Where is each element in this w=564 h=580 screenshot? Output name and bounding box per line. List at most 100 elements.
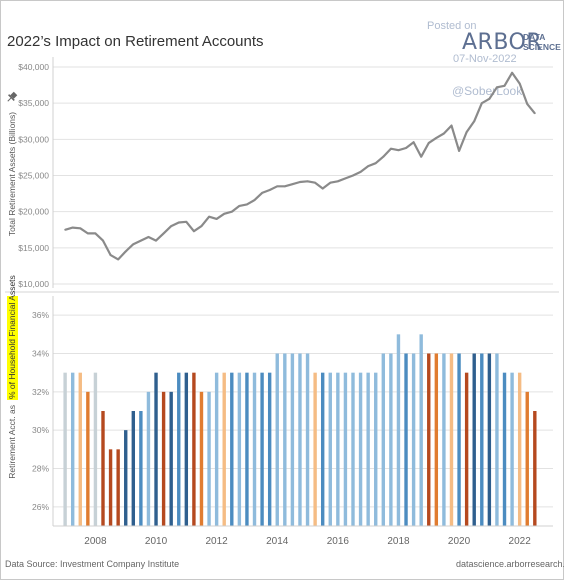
bar [237, 372, 242, 526]
line-data-point [367, 165, 370, 167]
line-data-point [511, 71, 513, 74]
bar [320, 372, 325, 526]
bar [101, 411, 105, 526]
bar [374, 372, 378, 526]
bar [396, 334, 401, 526]
line-y-tick-label: $30,000 [18, 134, 49, 144]
line-data-point [117, 258, 120, 261]
line-data-point [306, 180, 309, 183]
bar [139, 411, 143, 526]
bar [192, 372, 196, 526]
line-data-point [109, 254, 112, 256]
line-data-point [261, 191, 263, 194]
line-data-point [420, 155, 423, 158]
bar [389, 353, 393, 526]
data-source-note: Data Source: Investment Company Institut… [5, 559, 180, 569]
line-data-point [132, 243, 135, 246]
bar [245, 372, 249, 526]
bar-x-tick-label: 2018 [387, 536, 410, 547]
bar [472, 353, 476, 526]
pushpin-icon [7, 91, 18, 102]
bar [146, 391, 151, 526]
line-data-point [268, 189, 271, 191]
line-data-point [276, 185, 279, 188]
bar-y-tick-label: 26% [32, 502, 49, 512]
bar-chart-y-ticks: 26% 28% 30% 32% 34% 36% [32, 310, 49, 512]
bar [70, 372, 75, 526]
line-data-point [480, 102, 483, 105]
bar [267, 372, 272, 526]
bar [328, 372, 332, 526]
ylabel-plain-text: Retirement Acct. as [7, 405, 17, 479]
line-chart-y-label: Total Retirement Assets (Billions) [7, 112, 17, 236]
bar-chart-gridlines [53, 314, 553, 508]
line-data-point [473, 120, 476, 123]
bar-x-tick-label: 2022 [509, 536, 532, 547]
ylabel-highlight-box [7, 296, 18, 400]
bar [313, 372, 317, 526]
bar [411, 353, 416, 526]
line-data-point [253, 199, 256, 201]
bar [124, 430, 128, 526]
bar [358, 372, 363, 526]
line-y-tick-label: $10,000 [18, 279, 49, 289]
bar [495, 353, 499, 526]
line-data-point [147, 236, 150, 238]
bar-y-tick-label: 30% [32, 425, 49, 435]
bar-chart-y-label: Retirement Acct. as % of Household Finan… [7, 275, 18, 479]
bar-y-tick-label: 28% [32, 464, 49, 474]
bar [177, 372, 181, 526]
line-data-point [329, 181, 332, 184]
line-data-point [283, 185, 286, 188]
logo-science-text: SCIENCE [523, 42, 561, 52]
bar [116, 449, 120, 526]
line-data-point [382, 155, 385, 158]
bar [169, 391, 173, 526]
line-y-tick-label: $40,000 [18, 62, 49, 72]
bar [442, 353, 446, 526]
bar [63, 372, 67, 526]
line-data-point [185, 220, 188, 223]
bar [199, 391, 204, 526]
line-data-point [427, 142, 430, 144]
line-data-point [450, 124, 453, 127]
bar [260, 372, 264, 526]
line-y-tick-label: $25,000 [18, 171, 49, 181]
line-data-point [435, 136, 438, 139]
line-data-point [389, 147, 392, 150]
line-data-point [518, 82, 521, 85]
line-data-point [162, 232, 165, 235]
line-data-point [177, 221, 180, 224]
bar [427, 353, 431, 526]
bar [252, 372, 257, 526]
line-data-point [238, 204, 241, 207]
line-data-point [200, 225, 203, 228]
watermark-handle: @SoberLook [452, 84, 523, 98]
line-data-point [314, 181, 317, 184]
bar [154, 372, 158, 526]
bar [434, 353, 439, 526]
bar [404, 353, 408, 526]
bar [457, 353, 461, 526]
line-data-point [496, 86, 498, 89]
line-data-point [215, 218, 218, 220]
watermark-posted: Posted on [427, 20, 477, 32]
bar [298, 353, 302, 526]
line-data-point [465, 131, 468, 134]
line-data-point [223, 212, 226, 215]
line-data-point [102, 239, 104, 242]
bar [525, 391, 529, 526]
bar [449, 353, 454, 526]
bar [487, 353, 492, 526]
bar [86, 391, 90, 526]
line-data-point [412, 141, 415, 144]
bar [214, 372, 219, 526]
bar [533, 411, 537, 526]
bar [366, 372, 370, 526]
bar [336, 372, 340, 526]
line-data-point [405, 147, 407, 149]
bar [305, 353, 310, 526]
line-data-point [170, 225, 173, 228]
line-data-point [526, 102, 529, 105]
